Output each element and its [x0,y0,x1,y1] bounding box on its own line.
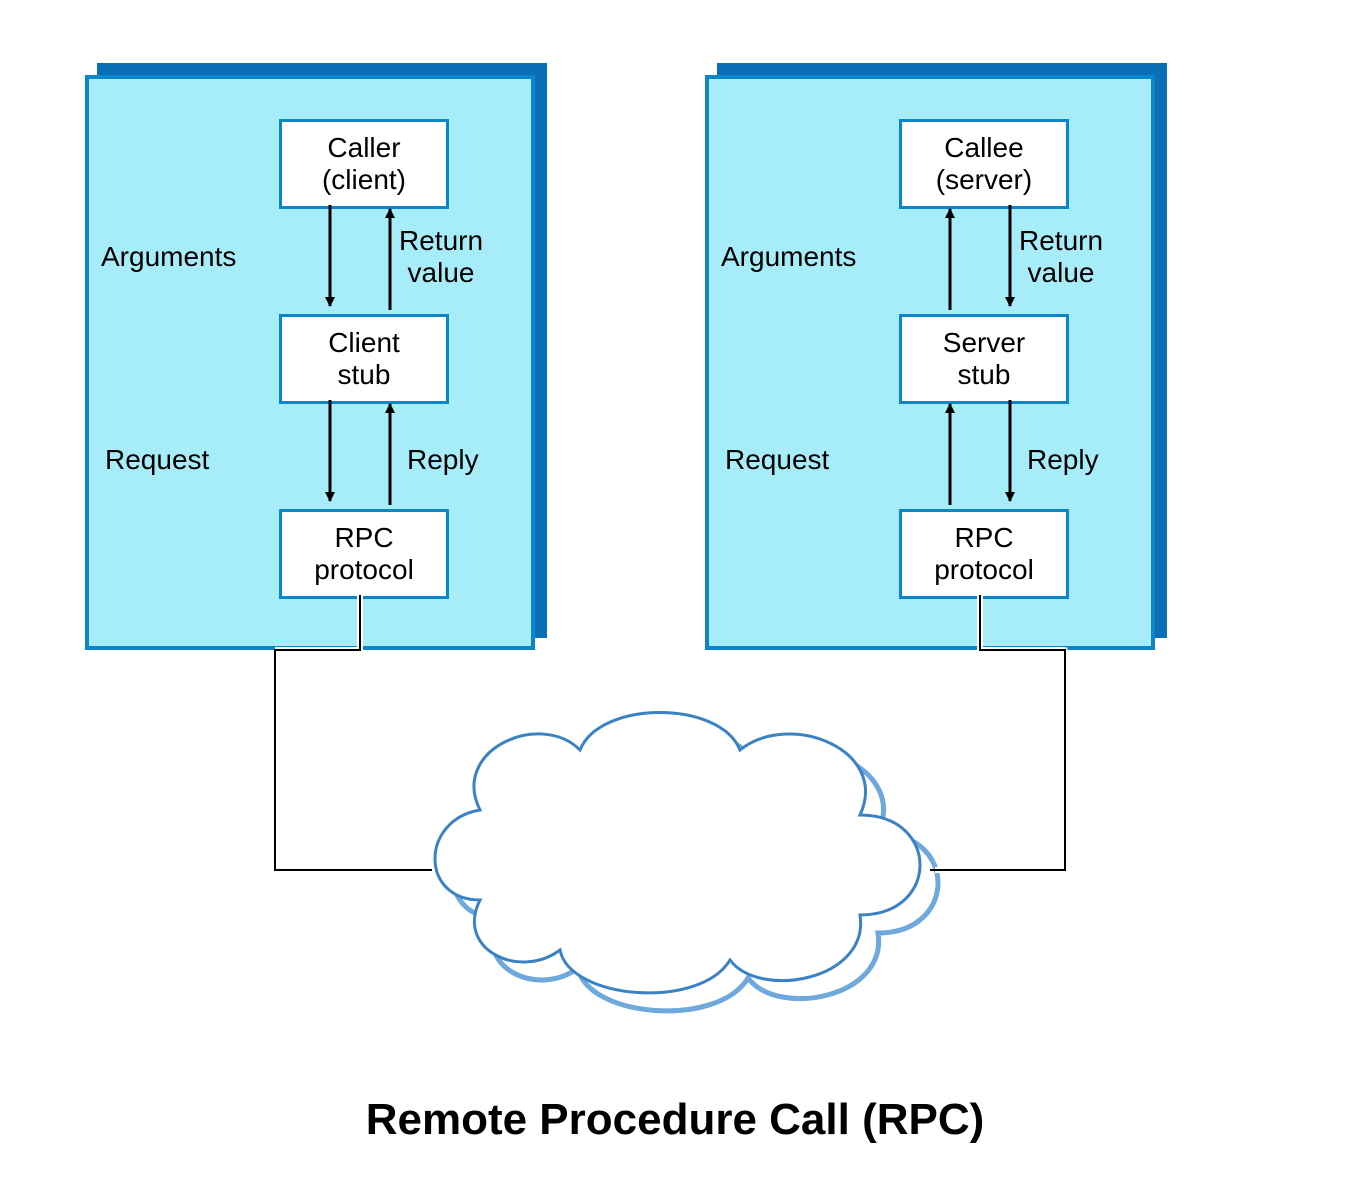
node-line: (server) [936,164,1032,195]
label-line: value [408,257,475,288]
label-line: Return [399,225,483,256]
node-line: Client [328,327,400,358]
node-client-stub: Client stub [279,314,449,404]
node-line: stub [958,359,1011,390]
label-arguments-server: Arguments [721,241,856,273]
node-rpc-protocol-server: RPC protocol [899,509,1069,599]
node-line: protocol [934,554,1034,585]
diagram-canvas: Caller (client) Client stub RPC protocol… [0,0,1350,1200]
label-line: Return [1019,225,1103,256]
client-panel: Caller (client) Client stub RPC protocol… [85,75,535,650]
label-return-client: Return value [399,225,483,289]
node-line: Server [943,327,1025,358]
node-line: stub [338,359,391,390]
node-line: Callee [944,132,1023,163]
node-callee: Callee (server) [899,119,1069,209]
label-return-server: Return value [1019,225,1103,289]
node-line: Caller [327,132,400,163]
label-reply-server: Reply [1027,444,1099,476]
diagram-title: Remote Procedure Call (RPC) [0,1095,1350,1145]
label-request-server: Request [725,444,829,476]
node-line: RPC [954,522,1013,553]
label-line: value [1028,257,1095,288]
node-line: (client) [322,164,406,195]
node-server-stub: Server stub [899,314,1069,404]
server-panel: Callee (server) Server stub RPC protocol… [705,75,1155,650]
node-rpc-protocol-client: RPC protocol [279,509,449,599]
cloud-icon [435,713,920,993]
label-arguments-client: Arguments [101,241,236,273]
label-reply-client: Reply [407,444,479,476]
node-line: RPC [334,522,393,553]
cloud-shadow [453,731,938,1011]
node-line: protocol [314,554,414,585]
label-request-client: Request [105,444,209,476]
node-caller: Caller (client) [279,119,449,209]
